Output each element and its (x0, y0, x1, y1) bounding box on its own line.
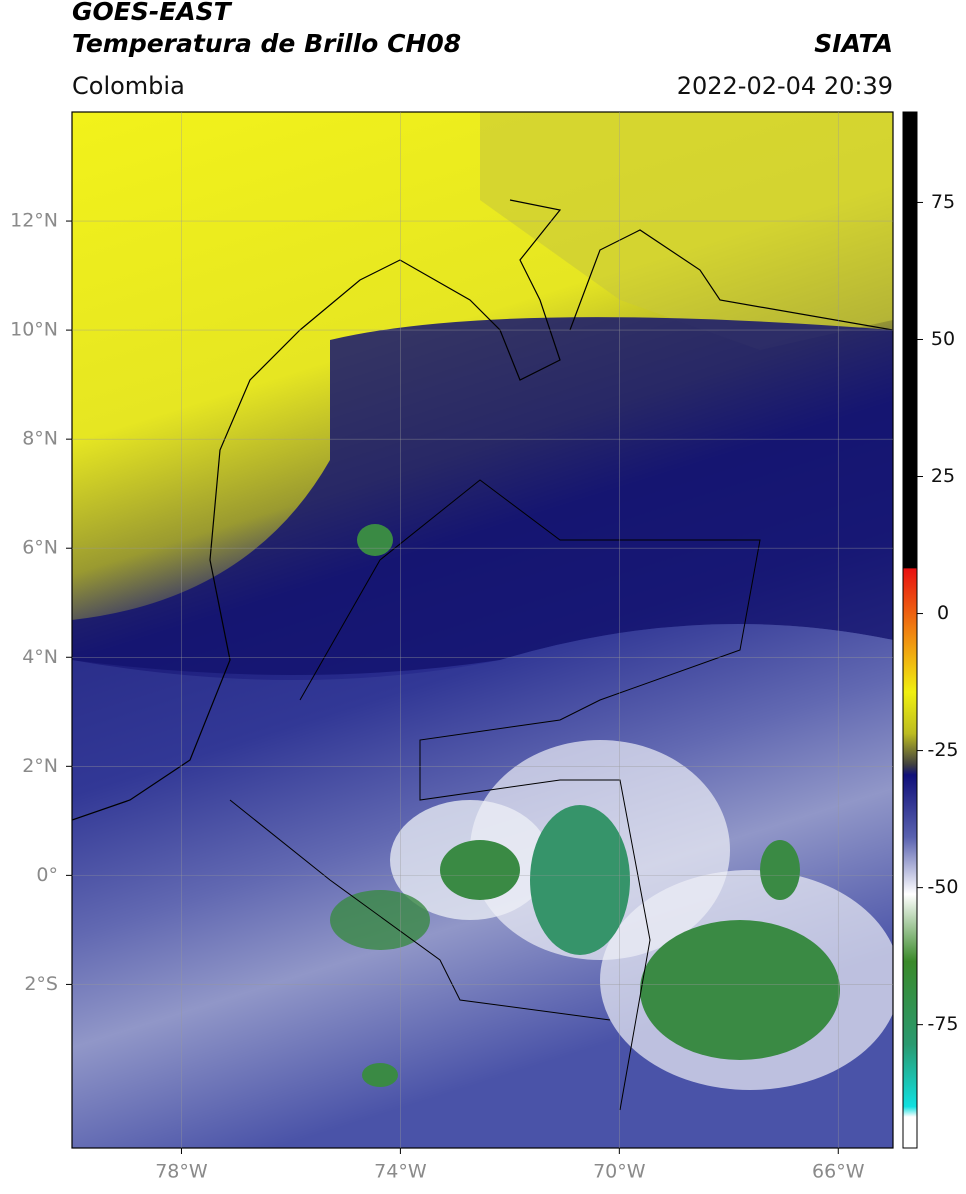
x-tick-label: 78°W (155, 1161, 208, 1183)
satellite-image (72, 112, 893, 1148)
subtitle: Temperatura de Brillo CH08 (72, 29, 461, 58)
colorbar (902, 111, 918, 1149)
colorbar-tick-label: -50 (927, 876, 958, 898)
colorbar-tick-label: 0 (937, 602, 949, 624)
y-tick-label: 8°N (22, 428, 58, 450)
y-tick-label: 10°N (10, 319, 58, 341)
y-tick-label: 6°N (22, 537, 58, 559)
y-tick-label: 4°N (22, 646, 58, 668)
x-tick-label: 70°W (593, 1161, 646, 1183)
datetime: 2022-02-04 20:39 (677, 72, 893, 100)
y-tick-label: 2°N (22, 755, 58, 777)
colorbar-tick-label: -25 (927, 739, 958, 761)
source: SIATA (814, 29, 893, 58)
region: Colombia (72, 72, 185, 100)
map-frame (71, 111, 894, 1149)
colorbar-tick-label: 25 (931, 465, 955, 487)
colorbar-tick-label: 75 (931, 191, 955, 213)
y-tick-label: 2°S (24, 973, 58, 995)
colorbar-tick-label: 50 (931, 328, 955, 350)
x-tick-label: 66°W (812, 1161, 865, 1183)
y-tick-label: 0° (36, 864, 58, 886)
x-tick-label: 74°W (374, 1161, 427, 1183)
colorbar-tick-label: -75 (927, 1013, 958, 1035)
title: GOES-EAST (72, 0, 233, 26)
y-tick-label: 12°N (10, 210, 58, 232)
